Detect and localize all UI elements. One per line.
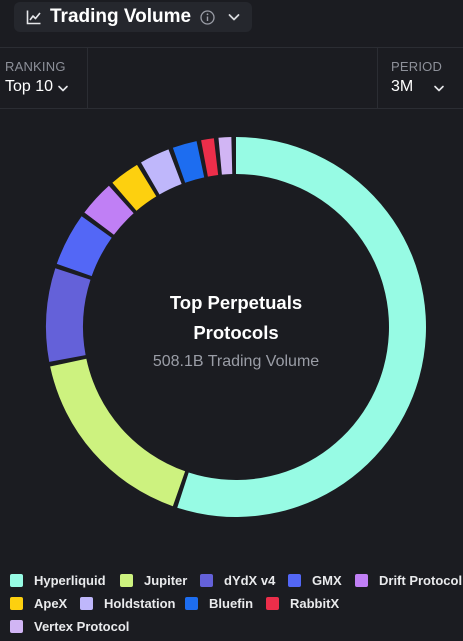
legend-item-rabbitx[interactable]: RabbitX bbox=[266, 596, 339, 611]
legend-item-bluefin[interactable]: Bluefin bbox=[185, 596, 253, 611]
donut-slice-apex[interactable] bbox=[112, 164, 157, 211]
center-title-line-1: Top Perpetuals bbox=[169, 292, 303, 313]
donut-chart bbox=[46, 137, 426, 517]
legend-label: GMX bbox=[312, 573, 342, 588]
donut-slice-drift-protocol[interactable] bbox=[84, 185, 134, 235]
info-icon[interactable] bbox=[200, 9, 215, 25]
legend-label: RabbitX bbox=[290, 596, 340, 611]
period-value: 3M bbox=[391, 78, 414, 95]
donut-slice-jupiter[interactable] bbox=[50, 358, 186, 507]
line-chart-icon bbox=[26, 9, 42, 25]
legend-item-drift-protocol[interactable]: Drift Protocol bbox=[355, 573, 462, 588]
chevron-down-icon bbox=[433, 81, 445, 93]
legend-swatch bbox=[185, 597, 198, 610]
metric-title: Trading Volume bbox=[50, 6, 192, 27]
legend-label: Drift Protocol bbox=[379, 573, 463, 588]
legend-label: dYdX v4 bbox=[224, 573, 276, 588]
legend-label: Holdstation bbox=[104, 596, 176, 611]
legend-item-dydx-v4[interactable]: dYdX v4 bbox=[200, 573, 275, 588]
legend-item-jupiter[interactable]: Jupiter bbox=[120, 573, 187, 588]
donut-slice-bluefin[interactable] bbox=[172, 141, 205, 183]
chart-center-subtitle: 508.1B Trading Volume bbox=[152, 353, 320, 370]
ranking-select[interactable]: Top 10 bbox=[5, 78, 69, 96]
legend-item-apex[interactable]: ApeX bbox=[10, 596, 67, 611]
legend-label: ApeX bbox=[34, 596, 68, 611]
filter-bar: RANKING Top 10 PERIOD 3M bbox=[0, 47, 463, 109]
donut-slice-dydx-v4[interactable] bbox=[46, 268, 91, 362]
legend-label: Hyperliquid bbox=[34, 573, 106, 588]
legend-label: Bluefin bbox=[209, 596, 254, 611]
legend-swatch bbox=[80, 597, 93, 610]
donut-slice-vertex-protocol[interactable] bbox=[218, 137, 233, 175]
chevron-down-icon bbox=[227, 10, 241, 24]
period-filter[interactable]: PERIOD 3M bbox=[377, 48, 463, 108]
legend-label: Vertex Protocol bbox=[34, 619, 130, 634]
metric-dropdown[interactable]: Trading Volume bbox=[14, 2, 252, 32]
legend-swatch bbox=[10, 597, 23, 610]
legend-item-holdstation[interactable]: Holdstation bbox=[80, 596, 176, 611]
legend-item-vertex-protocol[interactable]: Vertex Protocol bbox=[10, 619, 129, 634]
chevron-down-icon bbox=[57, 81, 69, 93]
donut-slice-gmx[interactable] bbox=[56, 216, 112, 277]
center-title-line-2: Protocols bbox=[193, 322, 279, 343]
donut-slice-hyperliquid[interactable] bbox=[177, 137, 426, 517]
ranking-value: Top 10 bbox=[5, 78, 54, 95]
period-label: PERIOD bbox=[391, 59, 443, 74]
legend-swatch bbox=[200, 574, 213, 587]
legend-swatch bbox=[120, 574, 133, 587]
ranking-filter[interactable]: RANKING Top 10 bbox=[0, 48, 88, 108]
legend-label: Jupiter bbox=[144, 573, 188, 588]
period-select[interactable]: 3M bbox=[391, 78, 445, 96]
legend-item-gmx[interactable]: GMX bbox=[288, 573, 342, 588]
donut-slice-holdstation[interactable] bbox=[141, 149, 182, 195]
ranking-label: RANKING bbox=[5, 59, 66, 74]
legend-item-hyperliquid[interactable]: Hyperliquid bbox=[10, 573, 106, 588]
chart-center-title: Top Perpetuals Protocols bbox=[86, 288, 386, 348]
legend-swatch bbox=[10, 574, 23, 587]
legend-swatch bbox=[266, 597, 279, 610]
donut-slice-rabbitx[interactable] bbox=[201, 138, 219, 177]
legend-swatch bbox=[288, 574, 301, 587]
legend-swatch bbox=[355, 574, 368, 587]
chart-legend: Hyperliquid Jupiter dYdX v4 GMX Drift Protoc… bbox=[0, 569, 463, 641]
legend-swatch bbox=[10, 620, 23, 633]
